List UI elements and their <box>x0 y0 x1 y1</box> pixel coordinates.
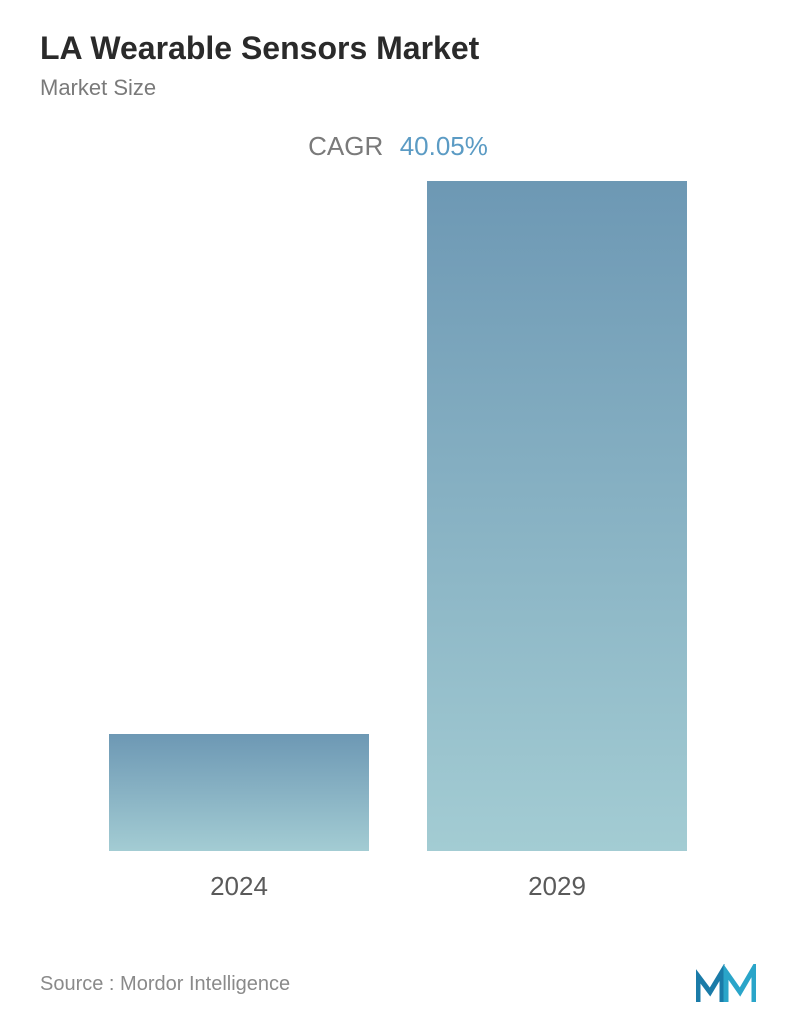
bar-group-1: 2029 <box>427 181 687 902</box>
chart-title: LA Wearable Sensors Market <box>40 30 756 67</box>
cagr-label: CAGR <box>308 131 383 162</box>
cagr-value: 40.05% <box>400 131 488 162</box>
bar-0 <box>109 734 369 851</box>
source-text: Source : Mordor Intelligence <box>40 973 290 996</box>
source-name: Mordor Intelligence <box>120 973 290 995</box>
bar-group-0: 2024 <box>109 734 369 902</box>
footer: Source : Mordor Intelligence <box>40 964 756 1004</box>
bar-label-0: 2024 <box>210 871 268 902</box>
bar-label-1: 2029 <box>528 871 586 902</box>
source-label: Source : <box>40 973 114 995</box>
chart-subtitle: Market Size <box>40 75 756 101</box>
mordor-logo-icon <box>696 964 756 1004</box>
chart-area: 2024 2029 <box>40 182 756 902</box>
cagr-container: CAGR 40.05% <box>40 131 756 162</box>
bar-1 <box>427 181 687 851</box>
